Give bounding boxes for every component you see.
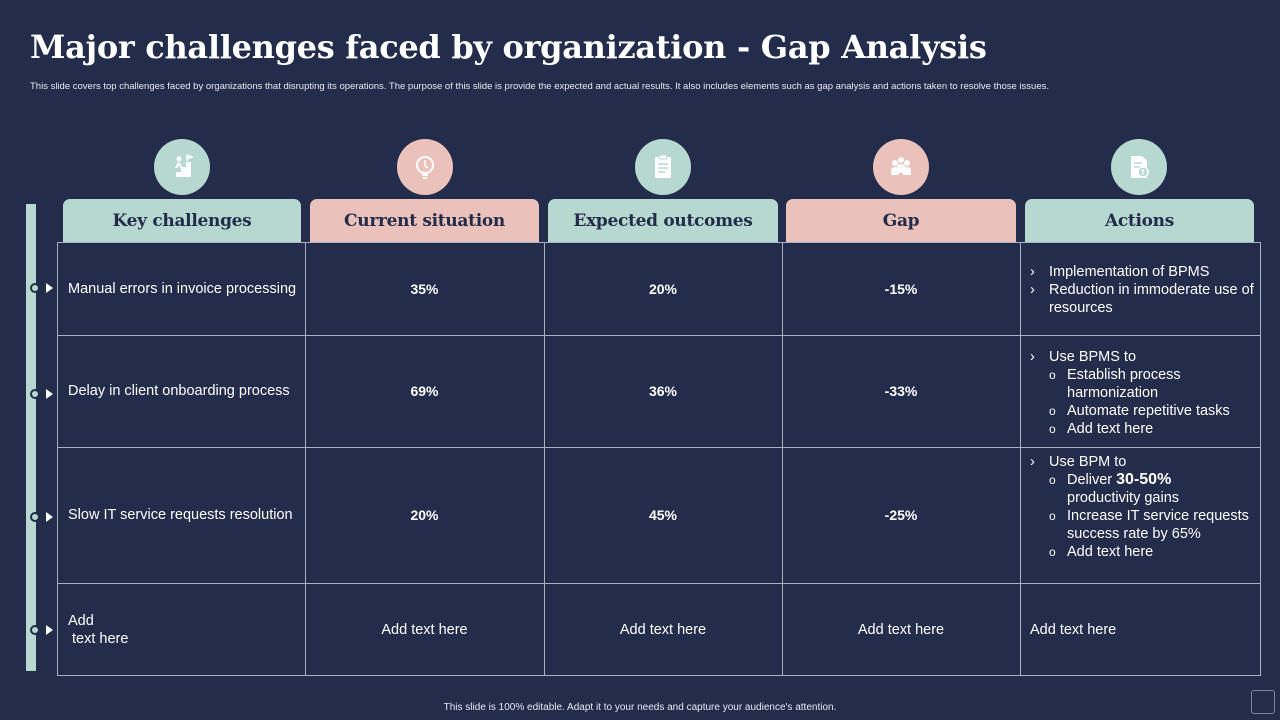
clipboard-icon — [635, 139, 691, 195]
table-row-challenge: Add text here — [68, 612, 129, 647]
table-row-challenge: Delay in client onboarding process — [68, 383, 290, 399]
lightbulb-icon — [397, 139, 453, 195]
table-row-challenge: Slow IT service requests resolution — [68, 507, 293, 523]
growth-stairs-icon — [154, 139, 210, 195]
table-cell-actions: › Use BPM to o Deliver 30-50% productivity … — [1030, 454, 1249, 560]
table-cell-gap: -25% — [884, 507, 918, 523]
row-arrow-icon — [46, 625, 53, 635]
header-gap: Gap — [786, 199, 1016, 242]
table-cell-actions: › Use BPMS to o Establish process harmoniz… — [1030, 349, 1230, 437]
table-cell-expected: 20% — [648, 281, 678, 297]
row-arrow-icon — [46, 512, 53, 522]
footer-note: This slide is 100% editable. Adapt it to… — [443, 702, 837, 713]
table-cell-gap: -33% — [884, 383, 918, 399]
header-key-challenges: Key challenges — [63, 199, 301, 242]
document-money-icon — [1111, 139, 1167, 195]
row-arrow-icon — [46, 389, 53, 399]
table-row-challenge: Manual errors in invoice processing — [68, 281, 297, 297]
table-cell-current: 69% — [410, 383, 439, 399]
table-cell-expected: 36% — [648, 383, 678, 399]
timeline-dot — [30, 512, 40, 522]
table-cell-current: 35% — [410, 281, 439, 297]
timeline-dot — [30, 389, 40, 399]
table-cell-gap: -15% — [884, 281, 918, 297]
page-title: Major challenges faced by organization -… — [30, 28, 987, 66]
team-icon — [873, 139, 929, 195]
gap-analysis-table — [57, 242, 1261, 676]
slide-corner-box — [1251, 690, 1275, 714]
table-cell-current: Add text here — [381, 621, 468, 638]
timeline-dot — [30, 283, 40, 293]
header-expected-outcomes: Expected outcomes — [548, 199, 778, 242]
row-arrow-icon — [46, 283, 53, 293]
timeline-dot — [30, 625, 40, 635]
table-cell-expected: Add text here — [619, 621, 707, 638]
table-cell-actions: Add text here — [1030, 621, 1117, 638]
table-cell-actions: › Implementation of BPMS › Reduction in im… — [1030, 264, 1254, 316]
header-current-situation: Current situation — [310, 199, 539, 242]
page-subtitle: This slide covers top challenges faced b… — [30, 81, 1050, 92]
timeline-bar — [26, 204, 36, 671]
table-cell-current: 20% — [410, 507, 439, 523]
table-cell-gap: Add text here — [857, 621, 945, 638]
header-actions: Actions — [1025, 199, 1254, 242]
table-cell-expected: 45% — [648, 507, 678, 523]
